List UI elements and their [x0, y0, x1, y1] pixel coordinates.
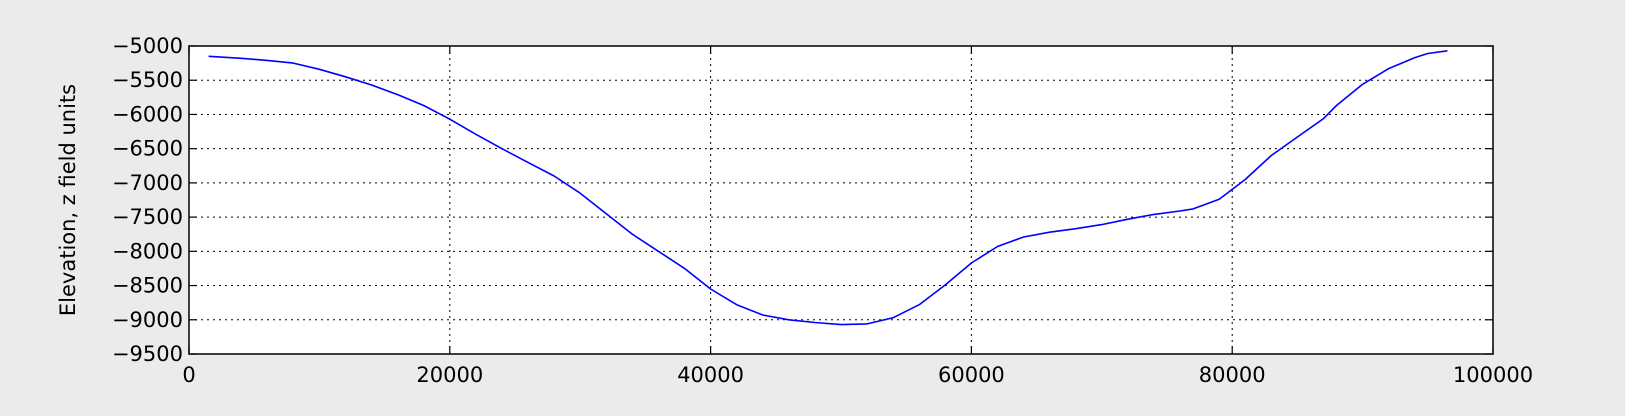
- grid-lines: [189, 46, 1493, 354]
- x-tick-label: 100000: [1453, 363, 1533, 387]
- y-tick-label: −7500: [112, 205, 183, 229]
- y-tick-label: −7000: [112, 171, 183, 195]
- plot-frame: [188, 45, 1494, 355]
- series-group: [208, 50, 1448, 326]
- y-tick-label: −6500: [112, 137, 183, 161]
- x-tick-label: 60000: [938, 363, 1005, 387]
- x-tick-label: 80000: [1199, 363, 1266, 387]
- y-tick-label: −8000: [112, 239, 183, 263]
- y-tick-label: −5000: [112, 34, 183, 58]
- y-tick-label: −5500: [112, 68, 183, 92]
- plot-background: [189, 46, 1493, 354]
- x-tick-label: 40000: [677, 363, 744, 387]
- x-tick-label: 0: [182, 363, 195, 387]
- y-tick-label: −8500: [112, 274, 183, 298]
- y-tick-label: −9000: [112, 308, 183, 332]
- y-tick-label: −9500: [112, 342, 183, 366]
- y-tick-label: −6000: [112, 102, 183, 126]
- elevation-series-line: [208, 50, 1448, 326]
- x-tick-label: 20000: [416, 363, 483, 387]
- x-axis: 0 20000 40000 60000 80000 100000: [182, 46, 1533, 387]
- y-axis-label: Elevation, z field units: [56, 84, 80, 316]
- y-axis: −5000 −5500 −6000 −6500 −7000 −7500 −8000 −8500…: [112, 34, 1493, 366]
